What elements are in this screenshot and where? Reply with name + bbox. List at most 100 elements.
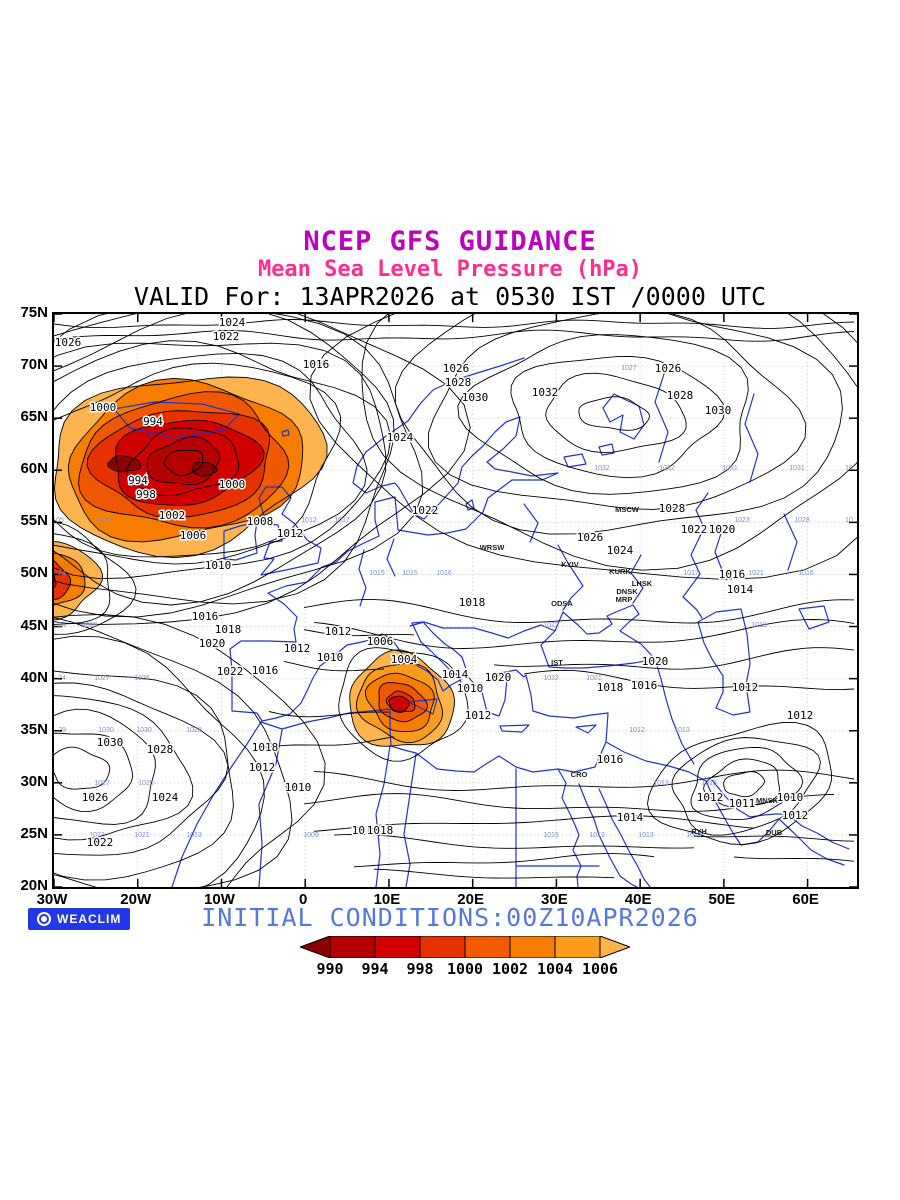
y-axis-tick-70N: 70N bbox=[20, 356, 48, 374]
svg-text:1012: 1012 bbox=[787, 709, 814, 722]
svg-text:1021: 1021 bbox=[134, 832, 150, 839]
x-axis-tick-30W: 30W bbox=[36, 891, 68, 908]
svg-text:1010: 1010 bbox=[205, 559, 232, 572]
svg-text:998: 998 bbox=[136, 488, 156, 501]
chart-title: NCEP GFS GUIDANCE bbox=[303, 226, 597, 257]
svg-text:LHSK: LHSK bbox=[632, 579, 653, 588]
svg-text:1010: 1010 bbox=[317, 651, 344, 664]
svg-text:1030: 1030 bbox=[98, 727, 114, 734]
x-axis-tick-10E: 10E bbox=[373, 891, 401, 908]
svg-text:05: 05 bbox=[56, 517, 64, 524]
y-axis-tick-20N: 20N bbox=[20, 877, 48, 894]
svg-text:MRP: MRP bbox=[616, 595, 633, 604]
svg-text:1024: 1024 bbox=[219, 316, 246, 329]
svg-text:1012: 1012 bbox=[249, 761, 276, 774]
svg-text:1010: 1010 bbox=[352, 824, 379, 837]
svg-text:1012: 1012 bbox=[284, 642, 311, 655]
svg-text:1012: 1012 bbox=[629, 727, 645, 734]
svg-text:1012: 1012 bbox=[277, 527, 304, 540]
svg-text:1020: 1020 bbox=[709, 523, 736, 536]
svg-text:1016: 1016 bbox=[719, 568, 746, 581]
y-axis-tick-60N: 60N bbox=[20, 460, 48, 478]
pressure-fill-areas bbox=[54, 377, 455, 747]
svg-text:1012: 1012 bbox=[732, 681, 759, 694]
svg-text:MSCW: MSCW bbox=[615, 505, 640, 514]
svg-text:1017: 1017 bbox=[334, 517, 350, 524]
svg-text:1014: 1014 bbox=[727, 583, 754, 596]
weaclim-logo-icon bbox=[37, 912, 51, 926]
isobar-contours bbox=[54, 314, 857, 887]
y-axis-tick-40N: 40N bbox=[20, 668, 48, 686]
svg-text:1015: 1015 bbox=[543, 832, 559, 839]
colorbar-value-998: 998 bbox=[406, 960, 434, 978]
svg-text:1014: 1014 bbox=[617, 811, 644, 824]
colorbar-legend bbox=[298, 935, 632, 959]
svg-text:1016: 1016 bbox=[252, 664, 279, 677]
svg-text:1022: 1022 bbox=[412, 504, 439, 517]
svg-text:DNSK: DNSK bbox=[616, 587, 638, 596]
svg-text:1015: 1015 bbox=[82, 622, 98, 629]
svg-text:1010: 1010 bbox=[285, 781, 312, 794]
svg-text:IST: IST bbox=[551, 658, 563, 667]
svg-text:WRSW: WRSW bbox=[480, 543, 505, 552]
svg-text:1022: 1022 bbox=[543, 622, 559, 629]
x-axis-tick-20E: 20E bbox=[457, 891, 484, 908]
svg-text:1030: 1030 bbox=[97, 736, 124, 749]
svg-text:1009: 1009 bbox=[303, 832, 319, 839]
svg-text:1016: 1016 bbox=[303, 358, 330, 371]
svg-text:1028: 1028 bbox=[445, 376, 472, 389]
svg-text:24: 24 bbox=[58, 675, 66, 682]
svg-text:1032: 1032 bbox=[659, 465, 675, 472]
svg-text:1022: 1022 bbox=[213, 330, 240, 343]
svg-text:1018: 1018 bbox=[459, 596, 486, 609]
svg-text:1026: 1026 bbox=[577, 531, 604, 544]
svg-text:1022: 1022 bbox=[217, 665, 244, 678]
svg-text:1022: 1022 bbox=[681, 523, 708, 536]
svg-text:1017: 1017 bbox=[683, 570, 699, 577]
svg-text:1028: 1028 bbox=[147, 743, 174, 756]
x-axis-tick-40E: 40E bbox=[624, 891, 652, 908]
svg-text:1016: 1016 bbox=[631, 679, 658, 692]
colorbar-labels: 990 994 998 1000 1002 1004 1006 bbox=[300, 960, 630, 980]
y-axis-tick-50N: 50N bbox=[20, 564, 48, 582]
y-axis-tick-65N: 65N bbox=[20, 408, 48, 426]
colorbar-value-1006: 1006 bbox=[581, 960, 619, 978]
colorbar-value-994: 994 bbox=[361, 960, 389, 978]
svg-text:1013: 1013 bbox=[589, 832, 605, 839]
svg-text:1028: 1028 bbox=[794, 517, 810, 524]
colorbar-value-1000: 1000 bbox=[446, 960, 484, 978]
svg-text:1000: 1000 bbox=[219, 478, 246, 491]
svg-text:1016: 1016 bbox=[192, 610, 219, 623]
svg-text:1018: 1018 bbox=[367, 824, 394, 837]
svg-text:1012: 1012 bbox=[325, 625, 352, 638]
svg-text:ODSA: ODSA bbox=[551, 599, 573, 608]
svg-text:1027: 1027 bbox=[94, 675, 110, 682]
x-axis-tick-30E: 30E bbox=[541, 891, 568, 908]
svg-text:24: 24 bbox=[58, 570, 66, 577]
svg-text:1027: 1027 bbox=[94, 780, 110, 787]
colorbar-value-1004: 1004 bbox=[536, 960, 574, 978]
svg-text:1011: 1011 bbox=[729, 797, 756, 810]
svg-text:24: 24 bbox=[58, 622, 66, 629]
svg-text:DUB: DUB bbox=[766, 828, 783, 837]
x-axis-tick-0: 0 bbox=[299, 891, 308, 908]
colorbar-value-1002: 1002 bbox=[491, 960, 529, 978]
svg-text:1022: 1022 bbox=[87, 836, 114, 849]
svg-text:1023: 1023 bbox=[89, 832, 105, 839]
svg-text:1016: 1016 bbox=[436, 570, 452, 577]
svg-text:1026: 1026 bbox=[134, 675, 150, 682]
map-frame: 1027 1032 1032 1031 1031 10 05 1005 1012 1017 1023… bbox=[52, 312, 859, 889]
weaclim-logo[interactable]: WEACLIM bbox=[28, 908, 131, 930]
svg-text:1020: 1020 bbox=[485, 671, 512, 684]
y-axis-tick-45N: 45N bbox=[20, 616, 48, 634]
svg-text:1012: 1012 bbox=[782, 809, 809, 822]
svg-text:MNSK: MNSK bbox=[756, 796, 779, 805]
svg-text:KYIV: KYIV bbox=[561, 560, 579, 569]
svg-text:1004: 1004 bbox=[391, 653, 418, 666]
svg-text:1031: 1031 bbox=[722, 465, 738, 472]
svg-text:1027: 1027 bbox=[621, 365, 637, 372]
svg-text:KURK: KURK bbox=[609, 567, 631, 576]
